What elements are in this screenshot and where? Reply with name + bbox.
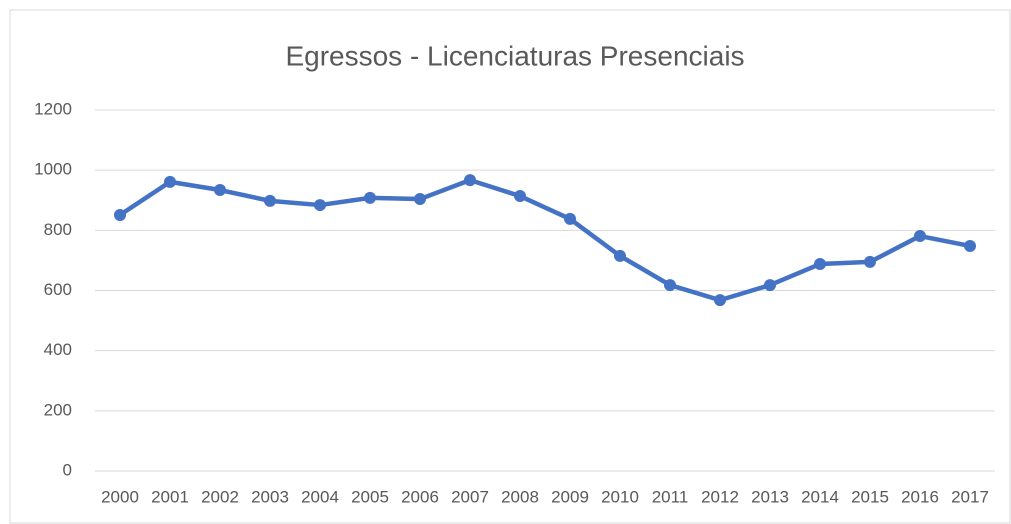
chart-frame xyxy=(9,9,1011,524)
x-tick-label: 2005 xyxy=(351,487,389,506)
x-tick-label: 2016 xyxy=(901,487,939,506)
x-tick-label: 2000 xyxy=(101,487,139,506)
y-tick-label: 1200 xyxy=(34,99,72,118)
data-point xyxy=(964,239,976,252)
x-tick-label: 2015 xyxy=(851,487,889,506)
y-tick-label: 600 xyxy=(44,280,72,299)
data-point xyxy=(564,212,576,225)
data-point xyxy=(914,230,926,243)
data-point xyxy=(714,294,726,307)
x-tick-label: 2003 xyxy=(251,487,289,506)
y-tick-label: 200 xyxy=(44,400,72,419)
x-tick-label: 2008 xyxy=(501,487,539,506)
data-point xyxy=(514,190,526,203)
data-point xyxy=(264,194,276,207)
chart-title: Egressos - Licenciaturas Presenciais xyxy=(285,40,744,71)
x-tick-label: 2004 xyxy=(301,487,339,506)
x-tick-label: 2009 xyxy=(551,487,589,506)
data-point xyxy=(864,255,876,268)
x-tick-label: 2010 xyxy=(601,487,639,506)
data-point xyxy=(664,279,676,292)
x-tick-label: 2001 xyxy=(151,487,189,506)
data-point xyxy=(464,174,476,187)
data-point xyxy=(614,249,626,262)
data-point xyxy=(114,208,126,221)
data-point xyxy=(414,193,426,206)
x-tick-label: 2014 xyxy=(801,487,839,506)
data-point xyxy=(364,191,376,204)
data-point xyxy=(214,184,226,197)
y-tick-label: 0 xyxy=(63,460,72,479)
data-point xyxy=(314,199,326,212)
x-tick-label: 2006 xyxy=(401,487,439,506)
y-tick-label: 800 xyxy=(44,220,72,239)
x-tick-label: 2017 xyxy=(951,487,989,506)
y-tick-label: 1000 xyxy=(34,160,72,179)
y-tick-label: 400 xyxy=(44,340,72,359)
data-point xyxy=(814,258,826,271)
series-line xyxy=(118,177,971,303)
data-point xyxy=(764,279,776,292)
x-tick-label: 2002 xyxy=(201,487,239,506)
x-tick-label: 2012 xyxy=(701,487,739,506)
x-tick-label: 2013 xyxy=(751,487,789,506)
data-point xyxy=(164,175,176,188)
x-tick-label: 2011 xyxy=(652,487,689,506)
x-tick-label: 2007 xyxy=(451,487,489,506)
